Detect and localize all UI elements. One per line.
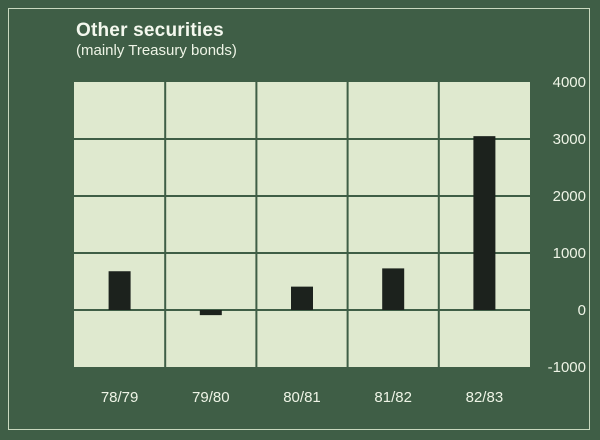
x-tick-label: 81/82 — [374, 389, 412, 406]
y-tick-label: 4000 — [553, 74, 586, 91]
bar-81-82 — [382, 268, 405, 310]
bar-79-80 — [199, 310, 222, 316]
x-tick-label: 79/80 — [192, 389, 230, 406]
y-tick-label: 1000 — [553, 245, 586, 262]
chart-title: Other securities — [76, 20, 224, 41]
x-tick-label: 80/81 — [283, 389, 321, 406]
gridlines — [74, 82, 530, 367]
bar-82-83 — [473, 136, 496, 310]
bar-78-79 — [108, 271, 131, 310]
y-axis-ticks: 4000 3000 2000 1000 0 -1000 — [548, 74, 586, 376]
y-tick-label: -1000 — [548, 359, 586, 376]
x-tick-label: 78/79 — [101, 389, 139, 406]
y-tick-label: 0 — [578, 302, 586, 319]
x-axis-ticks: 78/79 79/80 80/81 81/82 82/83 — [101, 389, 503, 406]
bar-80-81 — [291, 286, 313, 310]
y-tick-label: 2000 — [553, 188, 586, 205]
bars — [108, 136, 496, 316]
chart-frame — [8, 8, 590, 430]
plot-area — [74, 82, 530, 367]
y-tick-label: 3000 — [553, 131, 586, 148]
x-tick-label: 82/83 — [466, 389, 504, 406]
chart-subtitle: (mainly Treasury bonds) — [76, 42, 237, 59]
